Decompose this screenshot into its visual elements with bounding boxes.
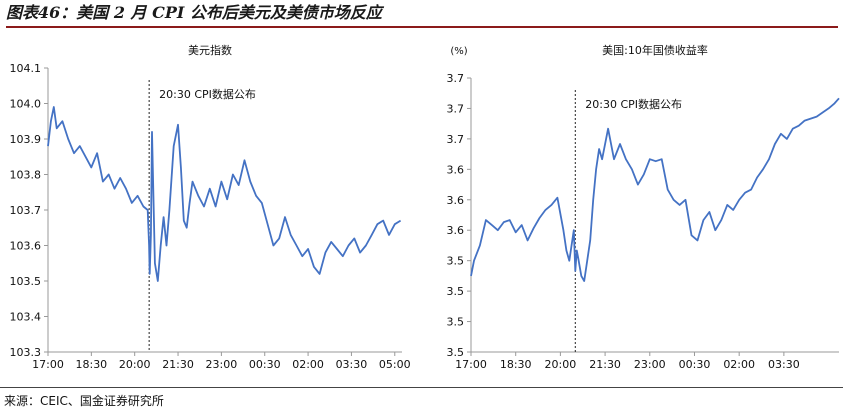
x-tick-label: 20:00 — [119, 358, 151, 371]
y-tick-label: 103.7 — [10, 204, 42, 217]
y-tick-label: 3.5 — [447, 255, 465, 268]
y-tick-label: 3.6 — [447, 163, 465, 176]
series-line — [47, 106, 402, 282]
x-tick-label: 21:30 — [162, 358, 194, 371]
x-tick-label: 02:00 — [723, 358, 755, 371]
cpi-annotation-label: 20:30 CPI数据公布 — [585, 97, 682, 111]
source-divider — [0, 387, 843, 388]
cpi-annotation-label: 20:30 CPI数据公布 — [159, 87, 256, 101]
y-tick-label: 104.1 — [10, 62, 42, 75]
x-tick-label: 02:00 — [292, 358, 324, 371]
x-tick-label: 03:30 — [336, 358, 368, 371]
y-tick-label: 103.8 — [10, 169, 42, 182]
y-tick-label: 103.6 — [10, 240, 42, 253]
y-tick-label: 3.5 — [447, 285, 465, 298]
x-tick-label: 23:00 — [206, 358, 238, 371]
x-tick-label: 21:30 — [589, 358, 621, 371]
dollar-index-chart: 美元指数 103.3 103.4 103.5 103.6 103.7 103.8 103.9 1… — [10, 43, 411, 371]
y-unit-label: (%) — [450, 46, 467, 57]
figure-title: 图表46：美国 2 月 CPI 公布后美元及美债市场反应 — [6, 2, 838, 28]
y-tick-label: 3.7 — [447, 102, 465, 115]
series-line — [470, 97, 840, 282]
y-tick-label: 3.6 — [447, 194, 465, 207]
y-tick-label: 103.3 — [10, 346, 42, 359]
x-tick-label: 05:00 — [379, 358, 411, 371]
y-tick-label: 3.7 — [447, 133, 465, 146]
y-tick-label: 3.5 — [447, 346, 465, 359]
x-tick-label: 20:00 — [545, 358, 577, 371]
treasury-yield-chart: 美国:10年国债收益率 (%) 3.5 3.5 3.5 3.5 3.6 3.6 3.6 3.7 3.… — [447, 43, 840, 371]
y-tick-label: 103.5 — [10, 275, 42, 288]
y-tick-label: 103.9 — [10, 133, 42, 146]
x-tick-label: 17:00 — [455, 358, 487, 371]
chart-title: 美元指数 — [188, 43, 232, 57]
y-tick-label: 3.6 — [447, 224, 465, 237]
y-tick-label: 103.4 — [10, 311, 42, 324]
x-tick-label: 17:00 — [32, 358, 64, 371]
y-tick-label: 3.5 — [447, 316, 465, 329]
y-tick-label: 3.7 — [447, 72, 465, 85]
chart-title: 美国:10年国债收益率 — [602, 43, 708, 57]
x-tick-label: 00:30 — [679, 358, 711, 371]
x-tick-label: 18:30 — [75, 358, 107, 371]
source-note: 来源：CEIC、国金证券研究所 — [4, 394, 164, 408]
y-tick-label: 104.0 — [10, 98, 42, 111]
x-tick-label: 23:00 — [634, 358, 666, 371]
x-tick-label: 03:30 — [768, 358, 800, 371]
x-tick-label: 00:30 — [249, 358, 281, 371]
x-tick-label: 18:30 — [500, 358, 532, 371]
